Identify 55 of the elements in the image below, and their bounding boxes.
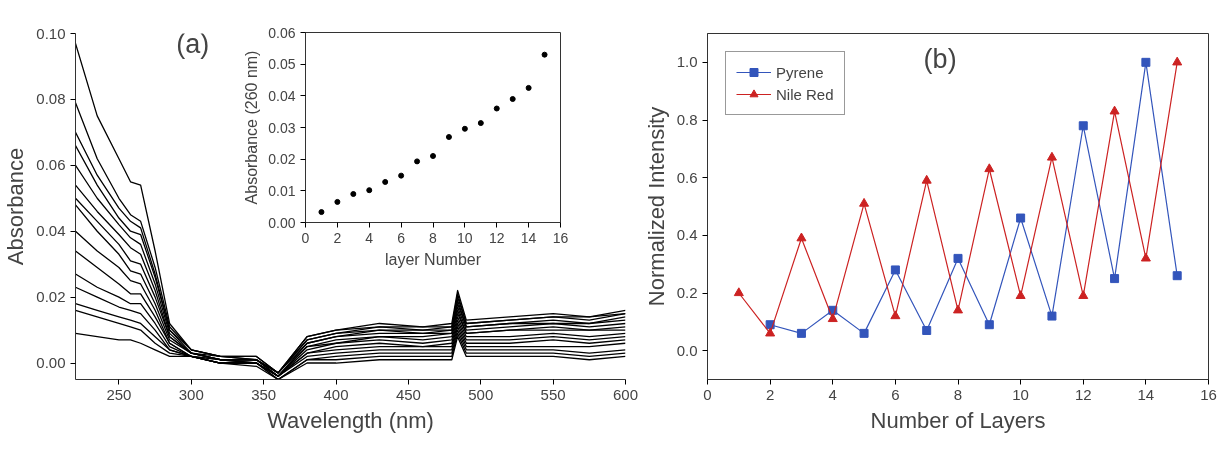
x-tick-label: 450 — [395, 385, 421, 403]
x-tick-label: 250 — [106, 385, 132, 403]
legend-label: Pyrene — [776, 63, 824, 81]
y-tick-label: 1.0 — [676, 53, 698, 71]
y-tick-label: 0.0 — [676, 341, 698, 359]
x-tick-label: 8 — [429, 229, 438, 246]
x-tick-label: 0 — [703, 385, 712, 403]
y-tick-label: 0.00 — [268, 214, 296, 231]
y-tick-label: 0.02 — [268, 151, 296, 168]
y-tick-label: 0.10 — [36, 24, 66, 42]
x-tick-label: 10 — [457, 229, 473, 246]
x-tick-label: 12 — [1074, 385, 1092, 403]
x-tick-label: 0 — [301, 229, 310, 246]
x-tick-label: 300 — [178, 385, 204, 403]
x-tick-label: 14 — [520, 229, 537, 246]
x-tick-label: 14 — [1137, 385, 1155, 403]
y-tick-label: 0.03 — [268, 119, 296, 136]
x-tick-label: 350 — [251, 385, 277, 403]
y-tick-label: 0.04 — [268, 87, 296, 104]
x-axis-title: Wavelength (nm) — [267, 407, 434, 433]
x-axis-title: Number of Layers — [870, 407, 1046, 433]
annotation: (b) — [923, 43, 957, 74]
x-tick-label: 400 — [323, 385, 349, 403]
y-tick-label: 0.02 — [36, 288, 66, 306]
y-tick-label: 0.4 — [676, 226, 698, 244]
y-tick-label: 0.06 — [36, 156, 66, 174]
y-tick-label: 0.2 — [676, 284, 698, 301]
x-tick-label: 16 — [1200, 385, 1217, 403]
y-axis-title: Absorbance (260 nm) — [243, 50, 261, 205]
x-tick-label: 4 — [828, 385, 837, 403]
x-axis-title: layer Number — [384, 250, 482, 268]
x-tick-label: 6 — [891, 385, 900, 403]
x-tick-label: 12 — [488, 229, 505, 246]
x-tick-label: 4 — [365, 229, 374, 246]
y-tick-label: 0.06 — [268, 24, 296, 41]
y-tick-label: 0.6 — [676, 168, 698, 186]
y-tick-label: 0.05 — [268, 56, 296, 73]
legend-label: Nile Red — [776, 85, 834, 103]
x-tick-label: 500 — [468, 385, 494, 403]
y-tick-label: 0.8 — [676, 111, 698, 128]
y-axis-title: Absorbance — [3, 147, 29, 266]
x-tick-label: 2 — [765, 385, 775, 403]
y-tick-label: 0.00 — [36, 354, 66, 372]
x-tick-label: 8 — [953, 385, 963, 403]
annotation: (a) — [176, 28, 210, 59]
x-tick-label: 2 — [333, 229, 342, 246]
x-tick-label: 10 — [1012, 385, 1029, 403]
x-tick-label: 6 — [397, 229, 406, 246]
x-tick-label: 16 — [552, 229, 569, 246]
y-tick-label: 0.04 — [36, 222, 66, 240]
y-tick-label: 0.08 — [36, 90, 66, 108]
y-tick-label: 0.01 — [268, 182, 296, 199]
x-tick-label: 550 — [540, 385, 566, 403]
y-axis-title: Normalized Intensity — [643, 106, 669, 307]
x-tick-label: 600 — [612, 385, 639, 403]
